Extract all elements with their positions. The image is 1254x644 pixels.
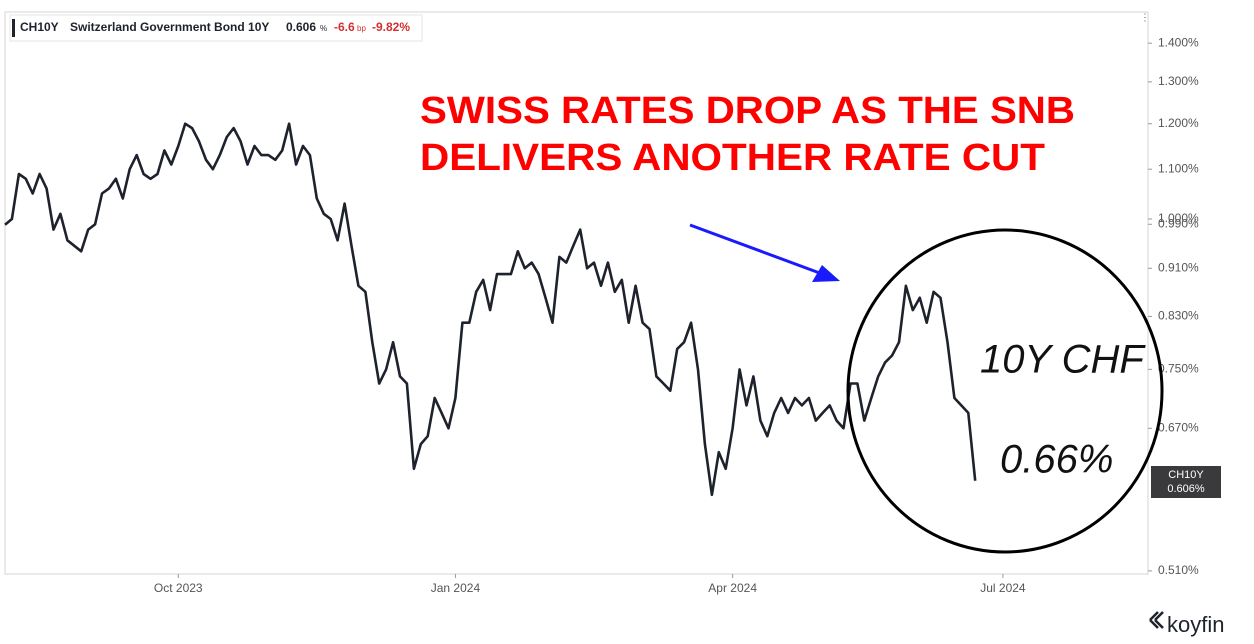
header-change-unit: bp: [357, 24, 366, 33]
header-price: 0.606: [286, 20, 316, 34]
axes: 0.510% 0.670% 0.750% 0.830% 0.910% 0.990%1.00…: [154, 35, 1199, 595]
annotation: 10Y CHF: [980, 338, 1146, 382]
y-tick-label: 0.750%: [1158, 362, 1199, 376]
x-tick-label: Apr 2024: [708, 581, 757, 595]
y-tick-label: 0.910%: [1158, 260, 1199, 274]
y-tick-label: 1.400%: [1158, 35, 1199, 49]
y-tick-label: 0.830%: [1158, 309, 1199, 323]
header-swatch: [12, 19, 15, 37]
y-tick-label: 0.510%: [1158, 563, 1199, 577]
x-tick-label: Jul 2024: [980, 581, 1026, 595]
y-tick-label: 1.200%: [1158, 116, 1199, 130]
title-line: SWISS RATES DROP AS THE SNB: [420, 90, 1075, 132]
brand-icon: [1149, 611, 1164, 629]
last-price-name: CH10Y: [1168, 469, 1204, 481]
highlight-circle: [846, 228, 1164, 554]
last-price-tag: [1151, 466, 1221, 498]
y-tick-label: 0.990%: [1158, 216, 1199, 230]
y-tick-label: 0.670%: [1158, 420, 1199, 434]
header-change-pct: -9.82%: [372, 20, 410, 34]
price-line: [4, 122, 977, 497]
y-tick-label: 1.100%: [1158, 161, 1199, 175]
plot-frame: [4, 11, 1149, 575]
arrow: [689, 223, 826, 277]
brand: koyfin: [1167, 612, 1224, 637]
x-tick-label: Oct 2023: [154, 581, 203, 595]
header-box: [9, 14, 423, 42]
header-ticker: CH10Y: [20, 20, 59, 34]
menu-dots[interactable]: ⋮: [1140, 13, 1150, 24]
y-tick-label: 1.000%: [1158, 211, 1199, 225]
title-line: DELIVERS ANOTHER RATE CUT: [420, 137, 1045, 179]
arrow-head: [812, 265, 840, 282]
series: [4, 122, 977, 497]
last-price-value: 0.606%: [1167, 483, 1205, 495]
x-tick-label: Jan 2024: [431, 581, 481, 595]
header-price-unit: %: [320, 24, 327, 33]
annotation: 0.66%: [1000, 438, 1113, 482]
header-name: Switzerland Government Bond 10Y: [70, 20, 269, 34]
y-tick-label: 1.300%: [1158, 74, 1199, 88]
header-change: -6.6: [334, 20, 355, 34]
